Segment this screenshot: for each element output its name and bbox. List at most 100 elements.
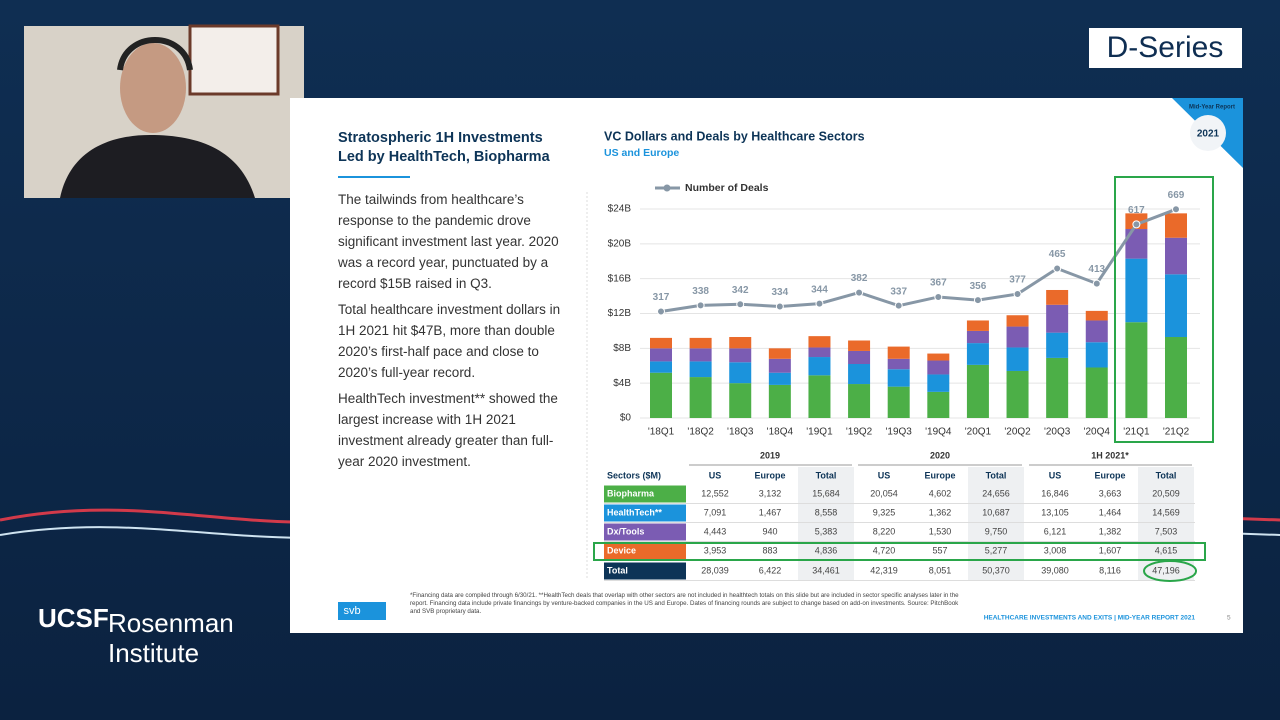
- deals-line: [660, 207, 1177, 313]
- cell: 557: [932, 545, 947, 555]
- bar: [729, 337, 752, 349]
- deals-point: [894, 301, 903, 310]
- bar: [1085, 320, 1108, 343]
- data-label: 367: [930, 278, 947, 289]
- bar: [848, 384, 871, 418]
- legend-label: Number of Deals: [685, 182, 769, 194]
- deals-point: [736, 300, 745, 309]
- badge-box: [1089, 28, 1242, 68]
- cell: 6,121: [1044, 526, 1067, 536]
- y-tick-label: $16B: [608, 273, 632, 284]
- row-label: HealthTech**: [607, 507, 662, 517]
- chart: $0 $4B $8B $12B $16B $20B $24B '18Q1 '18Q2 '18Q3 '…: [608, 182, 1200, 438]
- year-circle: [1190, 115, 1226, 151]
- brand-mark: UCSF: [38, 603, 109, 633]
- bar: [729, 348, 752, 363]
- bar: [650, 361, 672, 373]
- bar: [927, 374, 950, 392]
- bar: [1046, 304, 1069, 333]
- bar: [848, 340, 871, 351]
- bar: [1165, 274, 1187, 338]
- footer: HEALTHCARE INVESTMENTS AND EXITS | MID-Y…: [984, 615, 1196, 622]
- person-body: [60, 135, 255, 198]
- x-tick-label: '19Q3: [886, 427, 913, 438]
- cell: 1,607: [1099, 545, 1122, 555]
- data-label: 617: [1128, 205, 1145, 216]
- cell: 20,509: [1152, 488, 1180, 498]
- column-header: US: [878, 470, 891, 480]
- total-shade: [798, 467, 854, 581]
- cell: 9,750: [985, 526, 1008, 536]
- x-tick-label: '20Q4: [1084, 427, 1111, 438]
- x-tick-label: '19Q2: [846, 427, 873, 438]
- cell: 8,558: [815, 507, 838, 517]
- cell: 28,039: [701, 565, 729, 575]
- cell: 1,382: [1099, 526, 1122, 536]
- bar: [729, 362, 752, 384]
- bar: [1006, 315, 1029, 327]
- bar: [1046, 332, 1069, 358]
- cell: 5,383: [815, 526, 838, 536]
- cell: 3,132: [759, 488, 782, 498]
- cell: 12,552: [701, 488, 729, 498]
- deals-point: [1172, 205, 1180, 214]
- bar: [1006, 370, 1029, 418]
- bar: [1165, 237, 1187, 275]
- row-label-cell: [604, 523, 686, 541]
- cell: 1,464: [1099, 507, 1122, 517]
- deals-point: [1053, 264, 1062, 273]
- cell: 8,220: [873, 526, 896, 536]
- cell: 3,008: [1044, 545, 1067, 555]
- bar: [808, 375, 831, 418]
- deals-point: [1013, 290, 1022, 299]
- cell: 9,325: [873, 507, 896, 517]
- bar: [1006, 347, 1029, 371]
- cell: 20,054: [870, 488, 898, 498]
- bar: [768, 384, 791, 418]
- cell: 3,663: [1099, 488, 1122, 498]
- bar: [966, 330, 989, 344]
- x-tick-label: '18Q1: [648, 427, 675, 438]
- bar: [650, 337, 672, 349]
- deals-point: [775, 302, 784, 311]
- bar: [1125, 322, 1148, 418]
- bar: [768, 358, 791, 373]
- column-header: US: [709, 470, 722, 480]
- column-header: Total: [1156, 470, 1177, 480]
- x-tick-label: '20Q2: [1004, 427, 1031, 438]
- badge: D-Series: [1107, 31, 1224, 64]
- slide-title: Stratospheric 1H Investments: [338, 130, 543, 146]
- column-header: Europe: [754, 470, 785, 480]
- data-label: 465: [1049, 249, 1066, 260]
- bar: [1046, 289, 1069, 305]
- footnote: *Financing data are compiled through 6/3…: [410, 592, 959, 615]
- page-number: 5: [1227, 615, 1231, 622]
- deals-point: [855, 288, 864, 297]
- cell: 15,684: [812, 488, 840, 498]
- bar: [689, 337, 712, 349]
- cell: 4,720: [873, 545, 896, 555]
- bar: [966, 320, 989, 331]
- bar: [808, 336, 831, 348]
- bar: [848, 350, 871, 365]
- bar: [887, 369, 910, 387]
- row-label: Dx/Tools: [607, 526, 644, 536]
- group-header: 2019: [760, 450, 780, 460]
- cell: 39,080: [1041, 565, 1069, 575]
- bar: [887, 386, 910, 418]
- cell: 1,467: [759, 507, 782, 517]
- cell: 7,091: [704, 507, 727, 517]
- data-label: 413: [1088, 264, 1105, 275]
- cell: 4,443: [704, 526, 727, 536]
- data-label: 338: [692, 286, 709, 297]
- x-tick-label: '21Q1: [1123, 427, 1150, 438]
- column-header: Sectors ($M): [607, 470, 661, 480]
- data-label: 377: [1009, 275, 1026, 286]
- legend-marker: [663, 184, 671, 192]
- cell: 16,846: [1041, 488, 1069, 498]
- cell: 4,602: [929, 488, 952, 498]
- column-header: US: [1049, 470, 1062, 480]
- bar: [927, 353, 950, 361]
- headset: [117, 37, 193, 71]
